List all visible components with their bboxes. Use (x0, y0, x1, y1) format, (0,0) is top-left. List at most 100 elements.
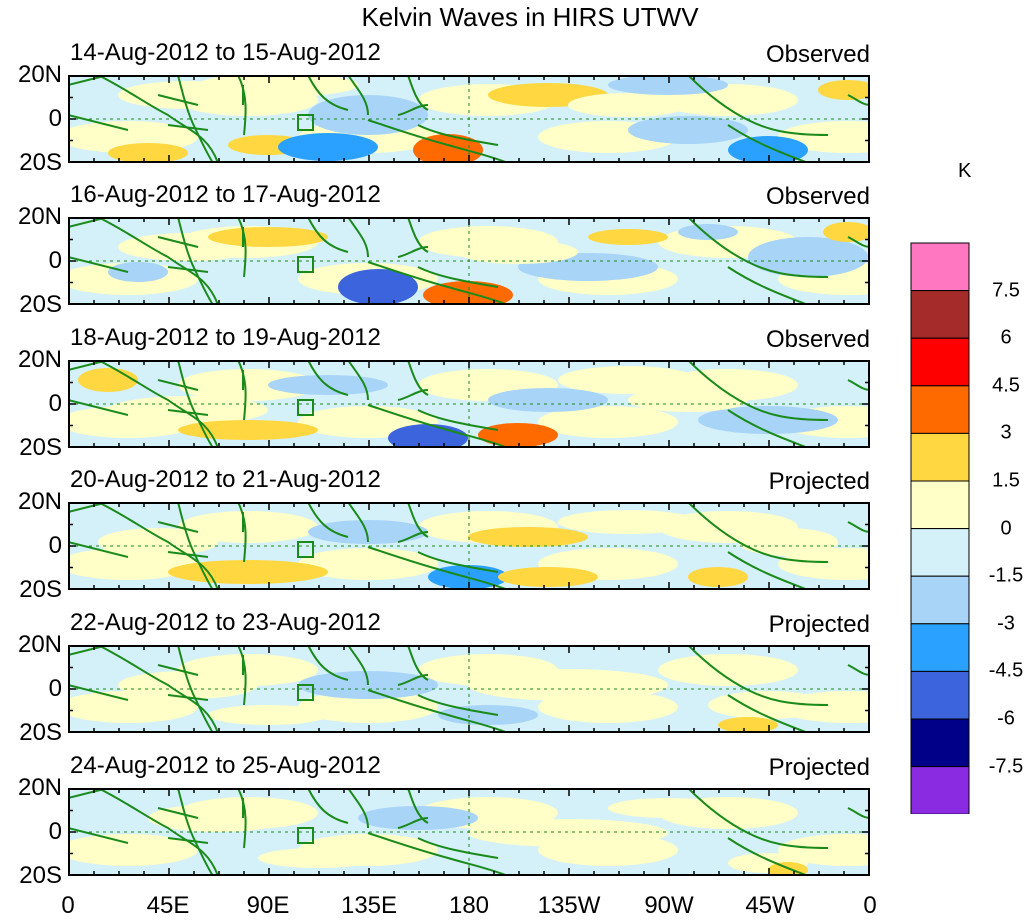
field-anomaly (608, 798, 728, 818)
colorbar-swatch (910, 766, 970, 814)
field-anomaly (98, 528, 218, 556)
lon-label-135w: 135W (537, 892, 601, 919)
coastline (397, 531, 429, 543)
coastline (347, 788, 369, 829)
lon-label-90w: 90W (644, 892, 694, 919)
map-panel (68, 360, 870, 448)
lat-label-0: 0 (48, 105, 62, 132)
panel-4: 20-Aug-2012 to 21-Aug-2012 Projected 20N… (0, 466, 1024, 611)
coastline (307, 75, 349, 111)
coastline (417, 266, 499, 288)
field-anomaly (108, 396, 268, 424)
field-anomaly (738, 528, 838, 556)
figure-title: Kelvin Waves in HIRS UTWV (361, 2, 699, 32)
field-band (298, 548, 438, 580)
lat-label-20n: 20N (17, 488, 62, 515)
field-anomaly (178, 420, 318, 440)
coastline (297, 684, 314, 701)
coastline (397, 246, 429, 258)
panel-date: 24-Aug-2012 to 25-Aug-2012 (70, 752, 381, 779)
map-field (68, 502, 870, 590)
panel-date: 14-Aug-2012 to 15-Aug-2012 (70, 39, 381, 66)
field-anomaly (118, 671, 258, 699)
field-anomaly (168, 560, 328, 584)
map-panel (68, 788, 870, 876)
coastline (407, 645, 429, 681)
colorbar-swatch (910, 432, 970, 482)
field-anomaly (208, 227, 328, 247)
lon-label-90e: 90E (246, 892, 290, 919)
coastline (397, 817, 429, 829)
lat-label-20n: 20N (17, 631, 62, 658)
field-anomaly (358, 806, 478, 830)
coastline (177, 645, 214, 733)
coastline (157, 521, 209, 558)
colorbar-label: 7.5 (992, 279, 1020, 302)
field-anomaly (488, 388, 608, 412)
panel-kind: Projected (768, 754, 870, 781)
field-anomaly (823, 222, 870, 242)
coastline (727, 266, 809, 305)
field-anomaly (558, 510, 698, 534)
coastline (97, 788, 219, 876)
coastline (68, 399, 129, 416)
colorbar-label: 1.5 (992, 469, 1020, 492)
colorbar-label: 4.5 (992, 374, 1020, 397)
map-panel (68, 645, 870, 733)
coastline (237, 75, 247, 136)
coastline (68, 256, 129, 273)
coastline (347, 645, 369, 686)
coastline (407, 788, 429, 824)
lon-label-45e: 45E (146, 892, 190, 919)
field-anomaly (688, 567, 748, 587)
coastline (307, 645, 349, 681)
field-band (68, 548, 198, 580)
coastline (367, 404, 509, 448)
field-anomaly (338, 269, 418, 305)
lat-label-0: 0 (48, 818, 62, 845)
field-band (298, 691, 438, 723)
field-anomaly (588, 229, 668, 245)
coastline (687, 645, 829, 706)
field-anomaly (558, 366, 698, 394)
field-anomaly (78, 368, 138, 392)
coastline (307, 217, 349, 253)
map-field (68, 360, 870, 448)
coastline (727, 409, 809, 448)
lat-label-0: 0 (48, 390, 62, 417)
coastline (97, 645, 219, 733)
lat-label-20s: 20S (19, 719, 62, 746)
field-band (178, 511, 318, 543)
lat-label-0: 0 (48, 532, 62, 559)
coastline (347, 75, 369, 116)
coastline (157, 379, 209, 416)
field-anomaly (608, 75, 728, 95)
coastline (177, 502, 214, 590)
panel-kind: Observed (765, 326, 870, 353)
coastline (307, 788, 349, 824)
field-band (68, 691, 198, 723)
coastline (367, 689, 509, 733)
field-anomaly (468, 669, 668, 701)
field-anomaly (498, 567, 598, 587)
panel-date: 22-Aug-2012 to 23-Aug-2012 (70, 609, 381, 636)
field-anomaly (413, 134, 483, 163)
field-anomaly (108, 262, 168, 282)
lat-label-20s: 20S (19, 862, 62, 889)
coastline (237, 217, 247, 278)
lat-label-20n: 20N (17, 61, 62, 88)
field-anomaly (258, 848, 378, 868)
panel-date: 16-Aug-2012 to 17-Aug-2012 (70, 181, 381, 208)
coastline (177, 217, 214, 305)
field-anomaly (468, 527, 588, 547)
coastline (297, 256, 314, 273)
colorbar-unit: K (958, 160, 972, 182)
panel-date: 18-Aug-2012 to 19-Aug-2012 (70, 324, 381, 351)
colorbar-label: 3 (1000, 421, 1012, 444)
map-panel (68, 502, 870, 590)
field-anomaly (718, 717, 778, 733)
field-band (778, 548, 870, 580)
coastline (727, 837, 809, 876)
lon-label-360: 0 (863, 892, 877, 919)
lon-label-180: 180 (448, 892, 490, 919)
